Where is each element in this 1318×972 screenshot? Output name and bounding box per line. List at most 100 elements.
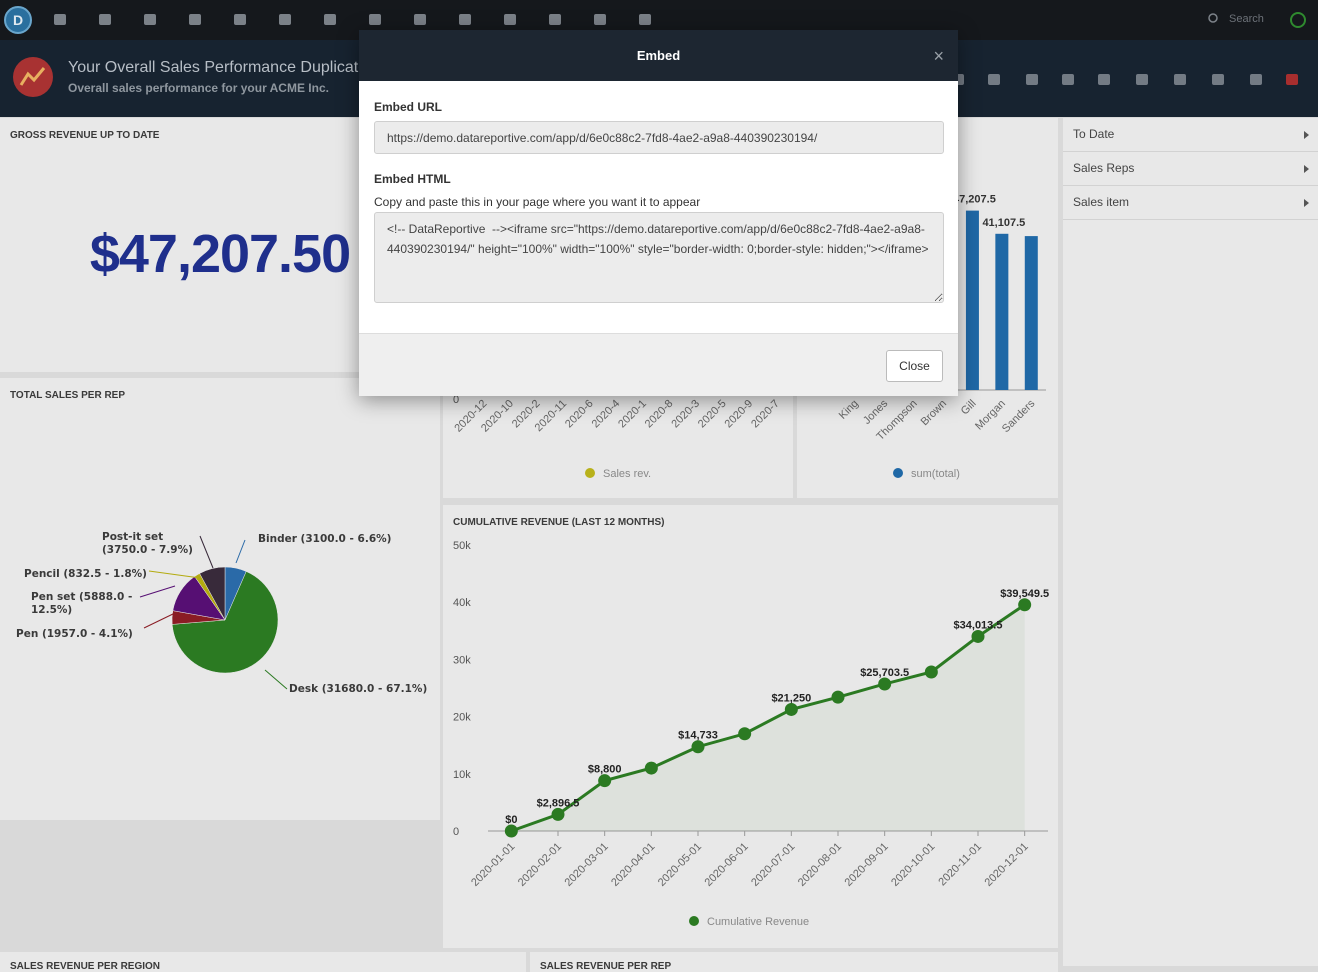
panel-title: SALES REVENUE PER REP: [540, 961, 672, 972]
filter-item[interactable]: Sales item: [1063, 186, 1318, 220]
bar: [965, 210, 979, 390]
x-tick-label: 2020-01-01: [469, 841, 517, 889]
dashboard-subtitle: Overall sales performance for your ACME …: [68, 81, 329, 95]
leader-line: [199, 535, 214, 569]
legend-marker: [585, 468, 595, 478]
x-tick-label: 2020-03-01: [563, 841, 611, 889]
close-button[interactable]: Close: [886, 350, 943, 382]
data-label: $21,250: [771, 692, 811, 704]
nav-icon[interactable]: [144, 14, 156, 25]
bar: [1024, 236, 1038, 390]
x-tick-label: 2020-09-01: [843, 841, 891, 889]
leader-line: [148, 570, 201, 579]
point: [831, 690, 845, 704]
line-chart: 010k20k30k40k50k2020-01-012020-02-012020…: [453, 540, 1049, 928]
nav-icon[interactable]: [549, 14, 561, 25]
nav-icon[interactable]: [459, 14, 471, 25]
x-tick-label: 2020-1: [616, 398, 649, 431]
nav-icon[interactable]: [504, 14, 516, 25]
y-tick-label: 0: [453, 826, 459, 838]
logo[interactable]: [4, 6, 32, 34]
point: [598, 774, 612, 788]
pie-label: Pen set (5888.0 - 12.5%): [31, 591, 133, 616]
pie-label: Desk (31680.0 - 67.1%): [289, 683, 428, 695]
legend-label[interactable]: Cumulative Revenue: [707, 916, 809, 928]
point: [504, 824, 518, 838]
toolbar-icon[interactable]: [988, 74, 1000, 85]
embed-modal: Embed × Embed URL https://demo.datarepor…: [359, 30, 958, 396]
nav-icon[interactable]: [189, 14, 201, 25]
html-textarea[interactable]: <!-- DataReportive --><iframe src="https…: [374, 212, 944, 303]
leader-line: [264, 669, 288, 690]
logo-letter: D: [13, 12, 23, 28]
x-tick-label: 2020-02-01: [516, 841, 564, 889]
pie-label: Pencil (832.5 - 1.8%): [24, 568, 147, 580]
point: [551, 807, 565, 821]
point: [691, 740, 705, 754]
data-label: $25,703.5: [860, 667, 909, 679]
x-tick-label: King: [837, 398, 861, 422]
legend-label[interactable]: Sales rev.: [603, 468, 651, 480]
bar-chart: 02020-122020-102020-22020-112020-62020-4…: [452, 389, 789, 480]
point: [738, 727, 752, 741]
arrow: [1304, 165, 1309, 173]
x-tick-label: 2020-06-01: [703, 841, 751, 889]
area: [511, 604, 1025, 831]
nav-icon[interactable]: [279, 14, 291, 25]
search-input[interactable]: Search: [1229, 13, 1264, 25]
power-icon[interactable]: [1290, 12, 1306, 28]
data-label: $0: [505, 814, 517, 826]
pie-label: Binder (3100.0 - 6.6%): [258, 533, 392, 545]
nav-icon[interactable]: [594, 14, 606, 25]
expand-arrow: [1304, 165, 1309, 173]
leader-line: [139, 585, 176, 598]
nav-icon[interactable]: [54, 14, 66, 25]
data-label: $39,549.5: [1000, 588, 1049, 600]
html-help: Copy and paste this in your page where y…: [374, 195, 701, 209]
legend-label[interactable]: sum(total): [911, 468, 960, 480]
x-tick-label: 2020-12-01: [983, 841, 1031, 889]
y-tick-label: 0: [453, 394, 459, 406]
panel-title: TOTAL SALES PER REP: [10, 390, 126, 401]
line-panel: CUMULATIVE REVENUE (LAST 12 MONTHS) 0 10k…: [443, 505, 1058, 948]
filter-item[interactable]: To Date: [1063, 118, 1318, 152]
point: [1018, 598, 1032, 612]
y-tick-label: 10k: [453, 769, 471, 781]
data-label: $8,800: [588, 764, 622, 776]
nav-icon[interactable]: [639, 14, 651, 25]
modal-close-icon[interactable]: ×: [933, 46, 944, 66]
x-tick-label: 2020-08-01: [796, 841, 844, 889]
x-tick-label: 2020-07-01: [749, 841, 797, 889]
data-label: 41,107.5: [982, 217, 1025, 229]
nav-icon[interactable]: [369, 14, 381, 25]
toolbar-icon[interactable]: [1136, 74, 1148, 85]
gross-revenue-value: $47,207.50: [89, 224, 351, 284]
toolbar-icon[interactable]: [1062, 74, 1074, 85]
filter-item[interactable]: Sales Reps: [1063, 152, 1318, 186]
pie-slice: [199, 566, 226, 621]
pie-chart: [139, 535, 288, 690]
x-tick-label: 2020-10-01: [889, 841, 937, 889]
nav-icon[interactable]: [414, 14, 426, 25]
y-tick-label: 50k: [453, 540, 471, 552]
y-tick-label: 30k: [453, 654, 471, 666]
toolbar-icon[interactable]: [1286, 74, 1298, 85]
url-input[interactable]: https://demo.datareportive.com/app/d/6e0…: [374, 121, 944, 154]
nav-icon[interactable]: [99, 14, 111, 25]
nav-icon[interactable]: [234, 14, 246, 25]
bar: [995, 233, 1009, 390]
pie-label: Pen (1957.0 - 4.1%): [16, 628, 133, 640]
nav-icon[interactable]: [324, 14, 336, 25]
modal-title: Embed: [359, 30, 958, 81]
x-tick-label: 2020-7: [749, 398, 782, 431]
toolbar-icon[interactable]: [1250, 74, 1262, 85]
point: [878, 677, 892, 691]
toolbar-icon[interactable]: [1212, 74, 1224, 85]
toolbar-icon[interactable]: [1098, 74, 1110, 85]
html-label: Embed HTML: [374, 172, 451, 186]
toolbar-icon[interactable]: [1174, 74, 1186, 85]
toolbar-icon[interactable]: [1026, 74, 1038, 85]
x-tick-label: 2020-4: [590, 398, 623, 431]
x-tick-label: 2020-6: [563, 398, 596, 431]
